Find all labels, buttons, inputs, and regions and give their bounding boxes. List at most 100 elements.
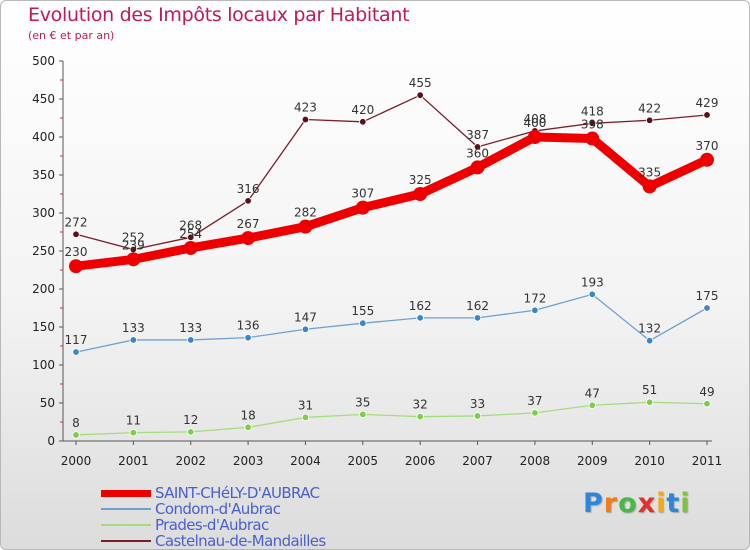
data-point-prades-d-aubrac <box>703 400 711 408</box>
data-label-condom-d-aubrac: 162 <box>409 299 432 313</box>
x-tick-label: 2010 <box>634 454 665 468</box>
data-point-prades-d-aubrac <box>359 410 367 419</box>
y-tick-label: 0 <box>47 434 55 448</box>
data-label-prades-d-aubrac: 32 <box>413 398 428 412</box>
data-label-prades-d-aubrac: 12 <box>183 413 198 427</box>
legend-swatch <box>101 540 151 542</box>
data-point-condom-d-aubrac <box>588 290 596 299</box>
data-label-saint-ch-ly-d-aubrac: 230 <box>65 245 88 259</box>
data-label-condom-d-aubrac: 136 <box>237 319 260 333</box>
data-point-saint-ch-ly-d-aubrac <box>413 187 428 201</box>
legend-swatch <box>101 524 151 526</box>
data-point-condom-d-aubrac <box>703 304 711 312</box>
data-label-saint-ch-ly-d-aubrac: 335 <box>638 165 661 179</box>
data-label-saint-ch-ly-d-aubrac: 307 <box>351 187 374 201</box>
data-point-saint-ch-ly-d-aubrac <box>126 252 141 267</box>
legend-item-condom: Condom-d'Aubrac <box>101 501 361 517</box>
legend-item-saint-chely: SAINT-CHéLY-D'AUBRAC <box>101 485 361 501</box>
data-label-castelnau-de-mandailles: 422 <box>638 101 661 115</box>
data-point-saint-ch-ly-d-aubrac <box>470 160 485 175</box>
data-point-castelnau-de-mandailles <box>244 197 252 205</box>
logo-letter: x <box>637 488 657 519</box>
proxiti-logo: Proxiti <box>583 488 691 519</box>
data-point-saint-ch-ly-d-aubrac <box>527 130 542 144</box>
chart-subtitle: (en € et par an) <box>28 29 115 42</box>
data-label-condom-d-aubrac: 132 <box>638 322 661 336</box>
data-label-prades-d-aubrac: 49 <box>699 385 714 399</box>
data-label-prades-d-aubrac: 47 <box>585 386 600 400</box>
series-line-prades-d-aubrac <box>75 401 708 436</box>
data-label-condom-d-aubrac: 193 <box>581 275 604 289</box>
data-point-prades-d-aubrac <box>645 398 654 406</box>
y-tick-label: 450 <box>32 92 55 106</box>
x-tick-label: 2002 <box>175 454 206 468</box>
y-tick-label: 100 <box>32 358 55 372</box>
data-label-prades-d-aubrac: 11 <box>126 414 141 428</box>
data-point-castelnau-de-mandailles <box>301 115 310 124</box>
legend-label: SAINT-CHéLY-D'AUBRAC <box>155 484 320 502</box>
x-tick-label: 2006 <box>405 454 436 468</box>
data-point-saint-ch-ly-d-aubrac <box>642 179 657 194</box>
data-label-condom-d-aubrac: 172 <box>523 291 546 305</box>
data-point-prades-d-aubrac <box>416 412 424 421</box>
data-point-castelnau-de-mandailles <box>359 118 367 126</box>
legend-item-prades: Prades-d'Aubrac <box>101 517 361 533</box>
data-label-castelnau-de-mandailles: 429 <box>696 96 719 110</box>
x-tick-label: 2001 <box>118 454 149 468</box>
data-point-saint-ch-ly-d-aubrac <box>585 131 600 146</box>
series-line-castelnau-de-mandailles <box>75 94 708 251</box>
data-label-condom-d-aubrac: 162 <box>466 299 489 313</box>
series-line-condom-d-aubrac <box>75 293 708 353</box>
legend-item-castelnau: Castelnau-de-Mandailles <box>101 533 361 549</box>
data-label-saint-ch-ly-d-aubrac: 370 <box>696 139 719 153</box>
data-label-saint-ch-ly-d-aubrac: 254 <box>179 227 202 241</box>
legend-label: Condom-d'Aubrac <box>155 500 281 518</box>
y-tick-label: 50 <box>40 396 55 410</box>
data-point-castelnau-de-mandailles <box>473 143 482 151</box>
x-tick-label: 2007 <box>462 454 493 468</box>
data-label-castelnau-de-mandailles: 408 <box>523 112 546 126</box>
x-tick-label: 2011 <box>692 454 723 468</box>
logo-letter: i <box>680 488 691 519</box>
data-label-saint-ch-ly-d-aubrac: 400 <box>523 116 546 130</box>
y-tick-label: 200 <box>32 282 55 296</box>
x-tick-label: 2008 <box>520 454 551 468</box>
data-point-condom-d-aubrac <box>129 336 138 344</box>
data-point-castelnau-de-mandailles <box>645 116 654 124</box>
data-label-condom-d-aubrac: 155 <box>351 304 374 318</box>
data-point-condom-d-aubrac <box>359 319 367 327</box>
logo-letter: r <box>603 488 619 519</box>
data-point-castelnau-de-mandailles <box>416 91 424 99</box>
data-point-prades-d-aubrac <box>129 428 138 437</box>
legend-swatch <box>101 508 151 510</box>
y-tick-label: 300 <box>32 206 55 220</box>
data-point-castelnau-de-mandailles <box>703 111 711 119</box>
y-tick-label: 350 <box>32 168 55 182</box>
x-tick-label: 2003 <box>233 454 264 468</box>
data-label-castelnau-de-mandailles: 423 <box>294 101 317 115</box>
data-point-castelnau-de-mandailles <box>72 230 80 238</box>
y-tick-label: 400 <box>32 130 55 144</box>
legend-swatch <box>101 490 151 497</box>
data-point-saint-ch-ly-d-aubrac <box>241 231 256 246</box>
data-point-prades-d-aubrac <box>301 413 310 422</box>
data-label-condom-d-aubrac: 175 <box>696 289 719 303</box>
x-tick-label: 2009 <box>577 454 608 468</box>
data-point-castelnau-de-mandailles <box>187 233 195 242</box>
data-point-saint-ch-ly-d-aubrac <box>69 259 83 274</box>
data-label-prades-d-aubrac: 31 <box>298 398 313 412</box>
data-point-castelnau-de-mandailles <box>588 119 596 128</box>
logo-letter: t <box>666 488 681 519</box>
data-point-prades-d-aubrac <box>473 412 482 420</box>
data-label-castelnau-de-mandailles: 272 <box>65 215 88 229</box>
data-label-castelnau-de-mandailles: 420 <box>351 103 374 117</box>
data-label-condom-d-aubrac: 147 <box>294 310 317 324</box>
data-label-condom-d-aubrac: 133 <box>122 321 145 335</box>
data-label-prades-d-aubrac: 51 <box>642 383 657 397</box>
data-label-castelnau-de-mandailles: 252 <box>122 230 145 244</box>
data-point-condom-d-aubrac <box>416 314 424 322</box>
series-line-saint-ch-ly-d-aubrac <box>71 132 712 271</box>
y-tick-label: 500 <box>32 54 55 68</box>
data-label-castelnau-de-mandailles: 418 <box>581 104 604 118</box>
data-label-saint-ch-ly-d-aubrac: 325 <box>409 173 432 187</box>
